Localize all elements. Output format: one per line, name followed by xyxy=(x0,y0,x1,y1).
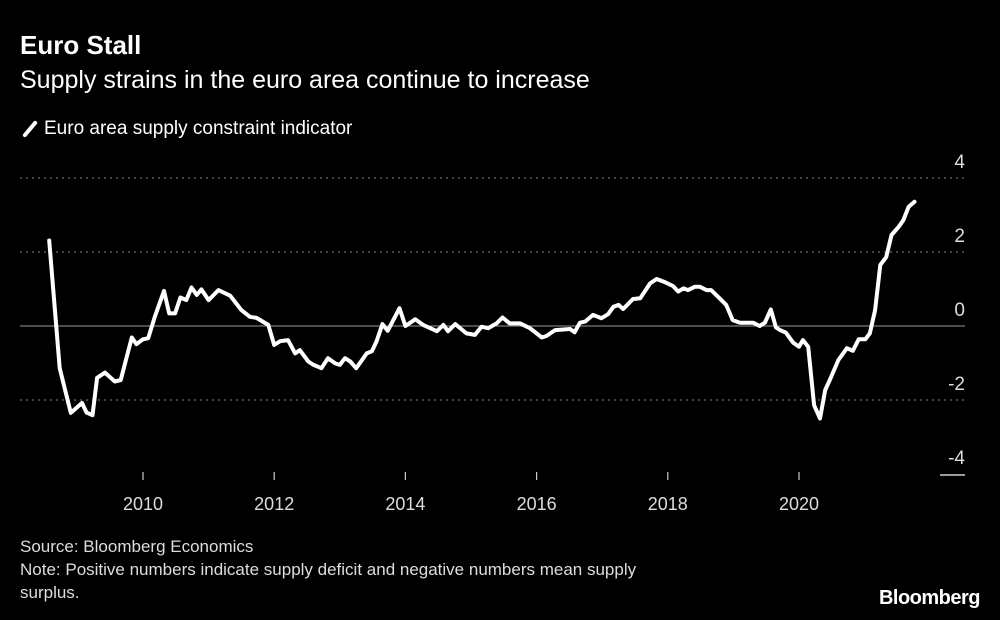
bloomberg-logo: Bloomberg xyxy=(878,587,981,609)
y-tick-label: 0 xyxy=(954,300,965,321)
chart-title: Euro Stall xyxy=(20,30,142,60)
x-tick-label: 2014 xyxy=(385,494,425,514)
y-tick-label: 4 xyxy=(954,152,965,173)
x-tick-label: 2016 xyxy=(517,494,557,514)
y-tick-label: 2 xyxy=(954,226,965,247)
source-text: Source: Bloomberg Economics xyxy=(20,537,254,556)
x-tick-label: 2012 xyxy=(254,494,294,514)
legend-label: Euro area supply constraint indicator xyxy=(44,118,353,139)
x-tick-label: 2010 xyxy=(123,494,163,514)
legend: Euro area supply constraint indicator xyxy=(20,118,352,140)
y-tick-label: -2 xyxy=(948,374,965,395)
note-text: Note: Positive numbers indicate supply d… xyxy=(20,560,637,579)
chart-subtitle: Supply strains in the euro area continue… xyxy=(20,66,590,94)
x-tick-label: 2018 xyxy=(648,494,688,514)
series-line-supply-constraint xyxy=(47,199,917,421)
y-tick-label: -4 xyxy=(948,448,965,469)
x-tick-label: 2020 xyxy=(779,494,819,514)
note-text-cont: surplus. xyxy=(20,583,80,602)
